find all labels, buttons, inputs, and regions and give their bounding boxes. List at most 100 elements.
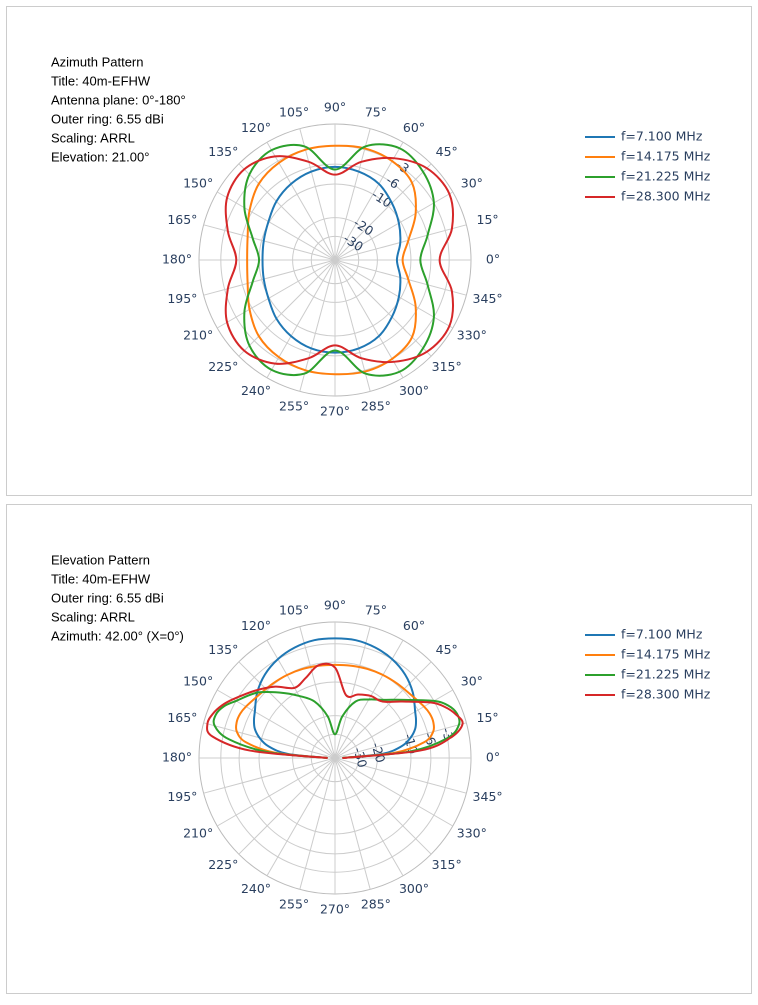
- angular-tick-label: 345°: [473, 291, 503, 306]
- pattern-line: [252, 637, 418, 759]
- annotation: Scaling: ARRL: [51, 609, 135, 624]
- angular-grid-line: [334, 259, 371, 392]
- angular-grid-line: [334, 757, 432, 855]
- angular-grid-line: [334, 757, 404, 877]
- annotation: Azimuth Pattern: [51, 54, 144, 69]
- angular-grid-line: [299, 626, 336, 759]
- pattern-line: [224, 155, 454, 365]
- angular-tick-label: 345°: [473, 789, 503, 804]
- annotation: Title: 40m-EFHW: [51, 571, 151, 586]
- angular-tick-label: 15°: [477, 710, 499, 725]
- angular-grid-line: [299, 757, 336, 890]
- radial-grid-circle: [220, 643, 450, 873]
- annotation: Title: 40m-EFHW: [51, 73, 151, 88]
- angular-tick-label: 180°: [162, 750, 192, 765]
- angular-grid-line: [334, 757, 371, 890]
- angular-tick-label: 120°: [241, 618, 271, 633]
- angular-grid-line: [238, 757, 336, 855]
- angular-tick-label: 105°: [279, 105, 309, 120]
- legend-label: f=14.175 MHz: [621, 647, 711, 662]
- angular-grid-line: [216, 259, 336, 329]
- angular-grid-line: [334, 259, 432, 357]
- legend-label: f=14.175 MHz: [621, 149, 711, 164]
- angular-tick-label: 225°: [208, 359, 238, 374]
- angular-tick-label: 255°: [279, 896, 309, 911]
- angular-tick-label: 300°: [399, 881, 429, 896]
- pattern-line: [246, 144, 417, 376]
- angular-tick-label: 90°: [324, 598, 346, 613]
- angular-tick-label: 135°: [208, 642, 238, 657]
- angular-tick-label: 75°: [365, 105, 387, 120]
- radial-grid-circle: [258, 681, 412, 835]
- annotation: Antenna plane: 0°-180°: [51, 92, 186, 107]
- radial-grid-circle: [310, 235, 360, 285]
- angular-tick-label: 315°: [432, 857, 462, 872]
- angular-tick-label: 60°: [403, 120, 425, 135]
- radial-tick-label: -6: [421, 731, 439, 747]
- panel: [6, 504, 752, 994]
- angular-tick-label: 30°: [461, 176, 483, 191]
- angular-tick-label: 270°: [320, 404, 350, 419]
- pattern-line: [261, 165, 402, 354]
- angular-grid-line: [238, 661, 336, 759]
- angular-tick-label: 210°: [183, 826, 213, 841]
- angular-grid-line: [203, 757, 336, 794]
- angular-grid-line: [334, 661, 432, 759]
- angular-grid-line: [266, 141, 336, 261]
- annotation: Elevation Pattern: [51, 552, 150, 567]
- legend-label: f=21.225 MHz: [621, 169, 711, 184]
- annotation: Outer ring: 6.55 dBi: [51, 111, 164, 126]
- angular-tick-label: 300°: [399, 383, 429, 398]
- angular-grid-line: [266, 757, 336, 877]
- angular-tick-label: 60°: [403, 618, 425, 633]
- angular-grid-line: [203, 722, 336, 759]
- angular-grid-line: [334, 757, 467, 794]
- annotation: Azimuth: 42.00° (X=0°): [51, 628, 184, 643]
- angular-tick-label: 195°: [167, 291, 197, 306]
- angular-grid-line: [203, 259, 336, 296]
- angular-tick-label: 315°: [432, 359, 462, 374]
- angular-tick-label: 0°: [486, 750, 500, 765]
- angular-grid-line: [203, 224, 336, 261]
- angular-grid-line: [334, 626, 371, 759]
- angular-tick-label: 105°: [279, 603, 309, 618]
- angular-tick-label: 255°: [279, 398, 309, 413]
- angular-tick-label: 210°: [183, 328, 213, 343]
- radial-grid-circle: [238, 163, 432, 357]
- radial-grid-circle: [238, 661, 432, 855]
- angular-grid-line: [216, 757, 336, 827]
- legend-label: f=7.100 MHz: [621, 627, 703, 642]
- angular-tick-label: 180°: [162, 252, 192, 267]
- angular-tick-label: 240°: [241, 383, 271, 398]
- pattern-line: [206, 662, 464, 759]
- panel: [6, 6, 752, 496]
- legend-label: f=28.300 MHz: [621, 189, 711, 204]
- angular-tick-label: 165°: [167, 212, 197, 227]
- radial-grid-circle: [292, 217, 378, 303]
- angular-tick-label: 45°: [436, 144, 458, 159]
- angular-tick-label: 30°: [461, 674, 483, 689]
- angular-tick-label: 120°: [241, 120, 271, 135]
- angular-grid-line: [238, 163, 336, 261]
- angular-tick-label: 165°: [167, 710, 197, 725]
- annotation: Elevation: 21.00°: [51, 149, 149, 164]
- angular-grid-line: [216, 191, 336, 261]
- angular-tick-label: 15°: [477, 212, 499, 227]
- annotation: Outer ring: 6.55 dBi: [51, 590, 164, 605]
- angular-tick-label: 45°: [436, 642, 458, 657]
- angular-grid-line: [334, 128, 371, 261]
- radial-tick-label: -20: [369, 741, 389, 765]
- radial-grid-circle: [292, 715, 378, 801]
- legend-label: f=28.300 MHz: [621, 687, 711, 702]
- angular-grid-line: [334, 757, 454, 827]
- angular-tick-label: 225°: [208, 857, 238, 872]
- legend-label: f=7.100 MHz: [621, 129, 703, 144]
- pattern-line: [234, 663, 436, 759]
- annotation: Scaling: ARRL: [51, 130, 135, 145]
- angular-grid-line: [266, 259, 336, 379]
- angular-grid-line: [238, 259, 336, 357]
- legend-label: f=21.225 MHz: [621, 667, 711, 682]
- angular-tick-label: 285°: [361, 896, 391, 911]
